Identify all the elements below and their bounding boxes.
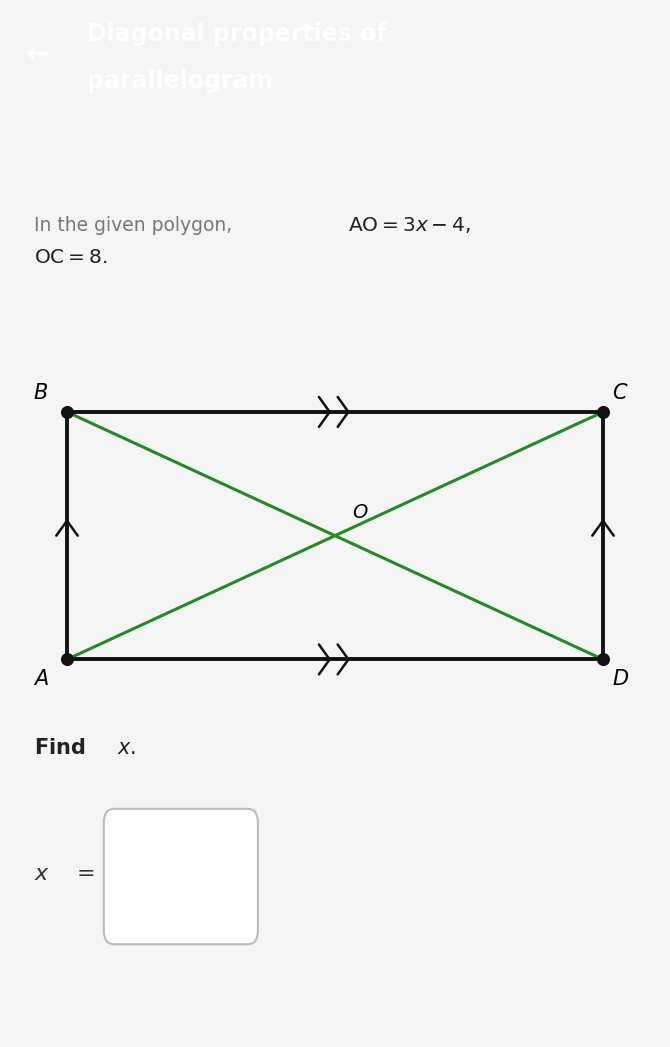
Text: $\bf{Find}$: $\bf{Find}$ bbox=[34, 738, 86, 758]
Text: B: B bbox=[34, 382, 48, 403]
Text: =: = bbox=[77, 864, 96, 885]
Point bbox=[62, 403, 72, 420]
Text: $x.$: $x.$ bbox=[117, 738, 137, 758]
Text: ←: ← bbox=[25, 40, 48, 68]
Text: Diagonal properties of: Diagonal properties of bbox=[87, 22, 387, 46]
Text: O: O bbox=[352, 503, 367, 521]
Text: $\mathrm{OC} = 8.$: $\mathrm{OC} = 8.$ bbox=[34, 248, 107, 267]
Text: $x$: $x$ bbox=[34, 864, 50, 885]
Text: parallelogram: parallelogram bbox=[87, 69, 273, 93]
FancyBboxPatch shape bbox=[104, 809, 258, 944]
Text: C: C bbox=[612, 382, 627, 403]
Text: $\mathrm{AO} = 3x - 4,$: $\mathrm{AO} = 3x - 4,$ bbox=[348, 215, 472, 236]
Point bbox=[62, 651, 72, 668]
Point bbox=[598, 651, 608, 668]
Point bbox=[598, 403, 608, 420]
Text: In the given polygon,: In the given polygon, bbox=[34, 216, 232, 235]
Text: D: D bbox=[612, 669, 628, 689]
Text: A: A bbox=[34, 669, 48, 689]
